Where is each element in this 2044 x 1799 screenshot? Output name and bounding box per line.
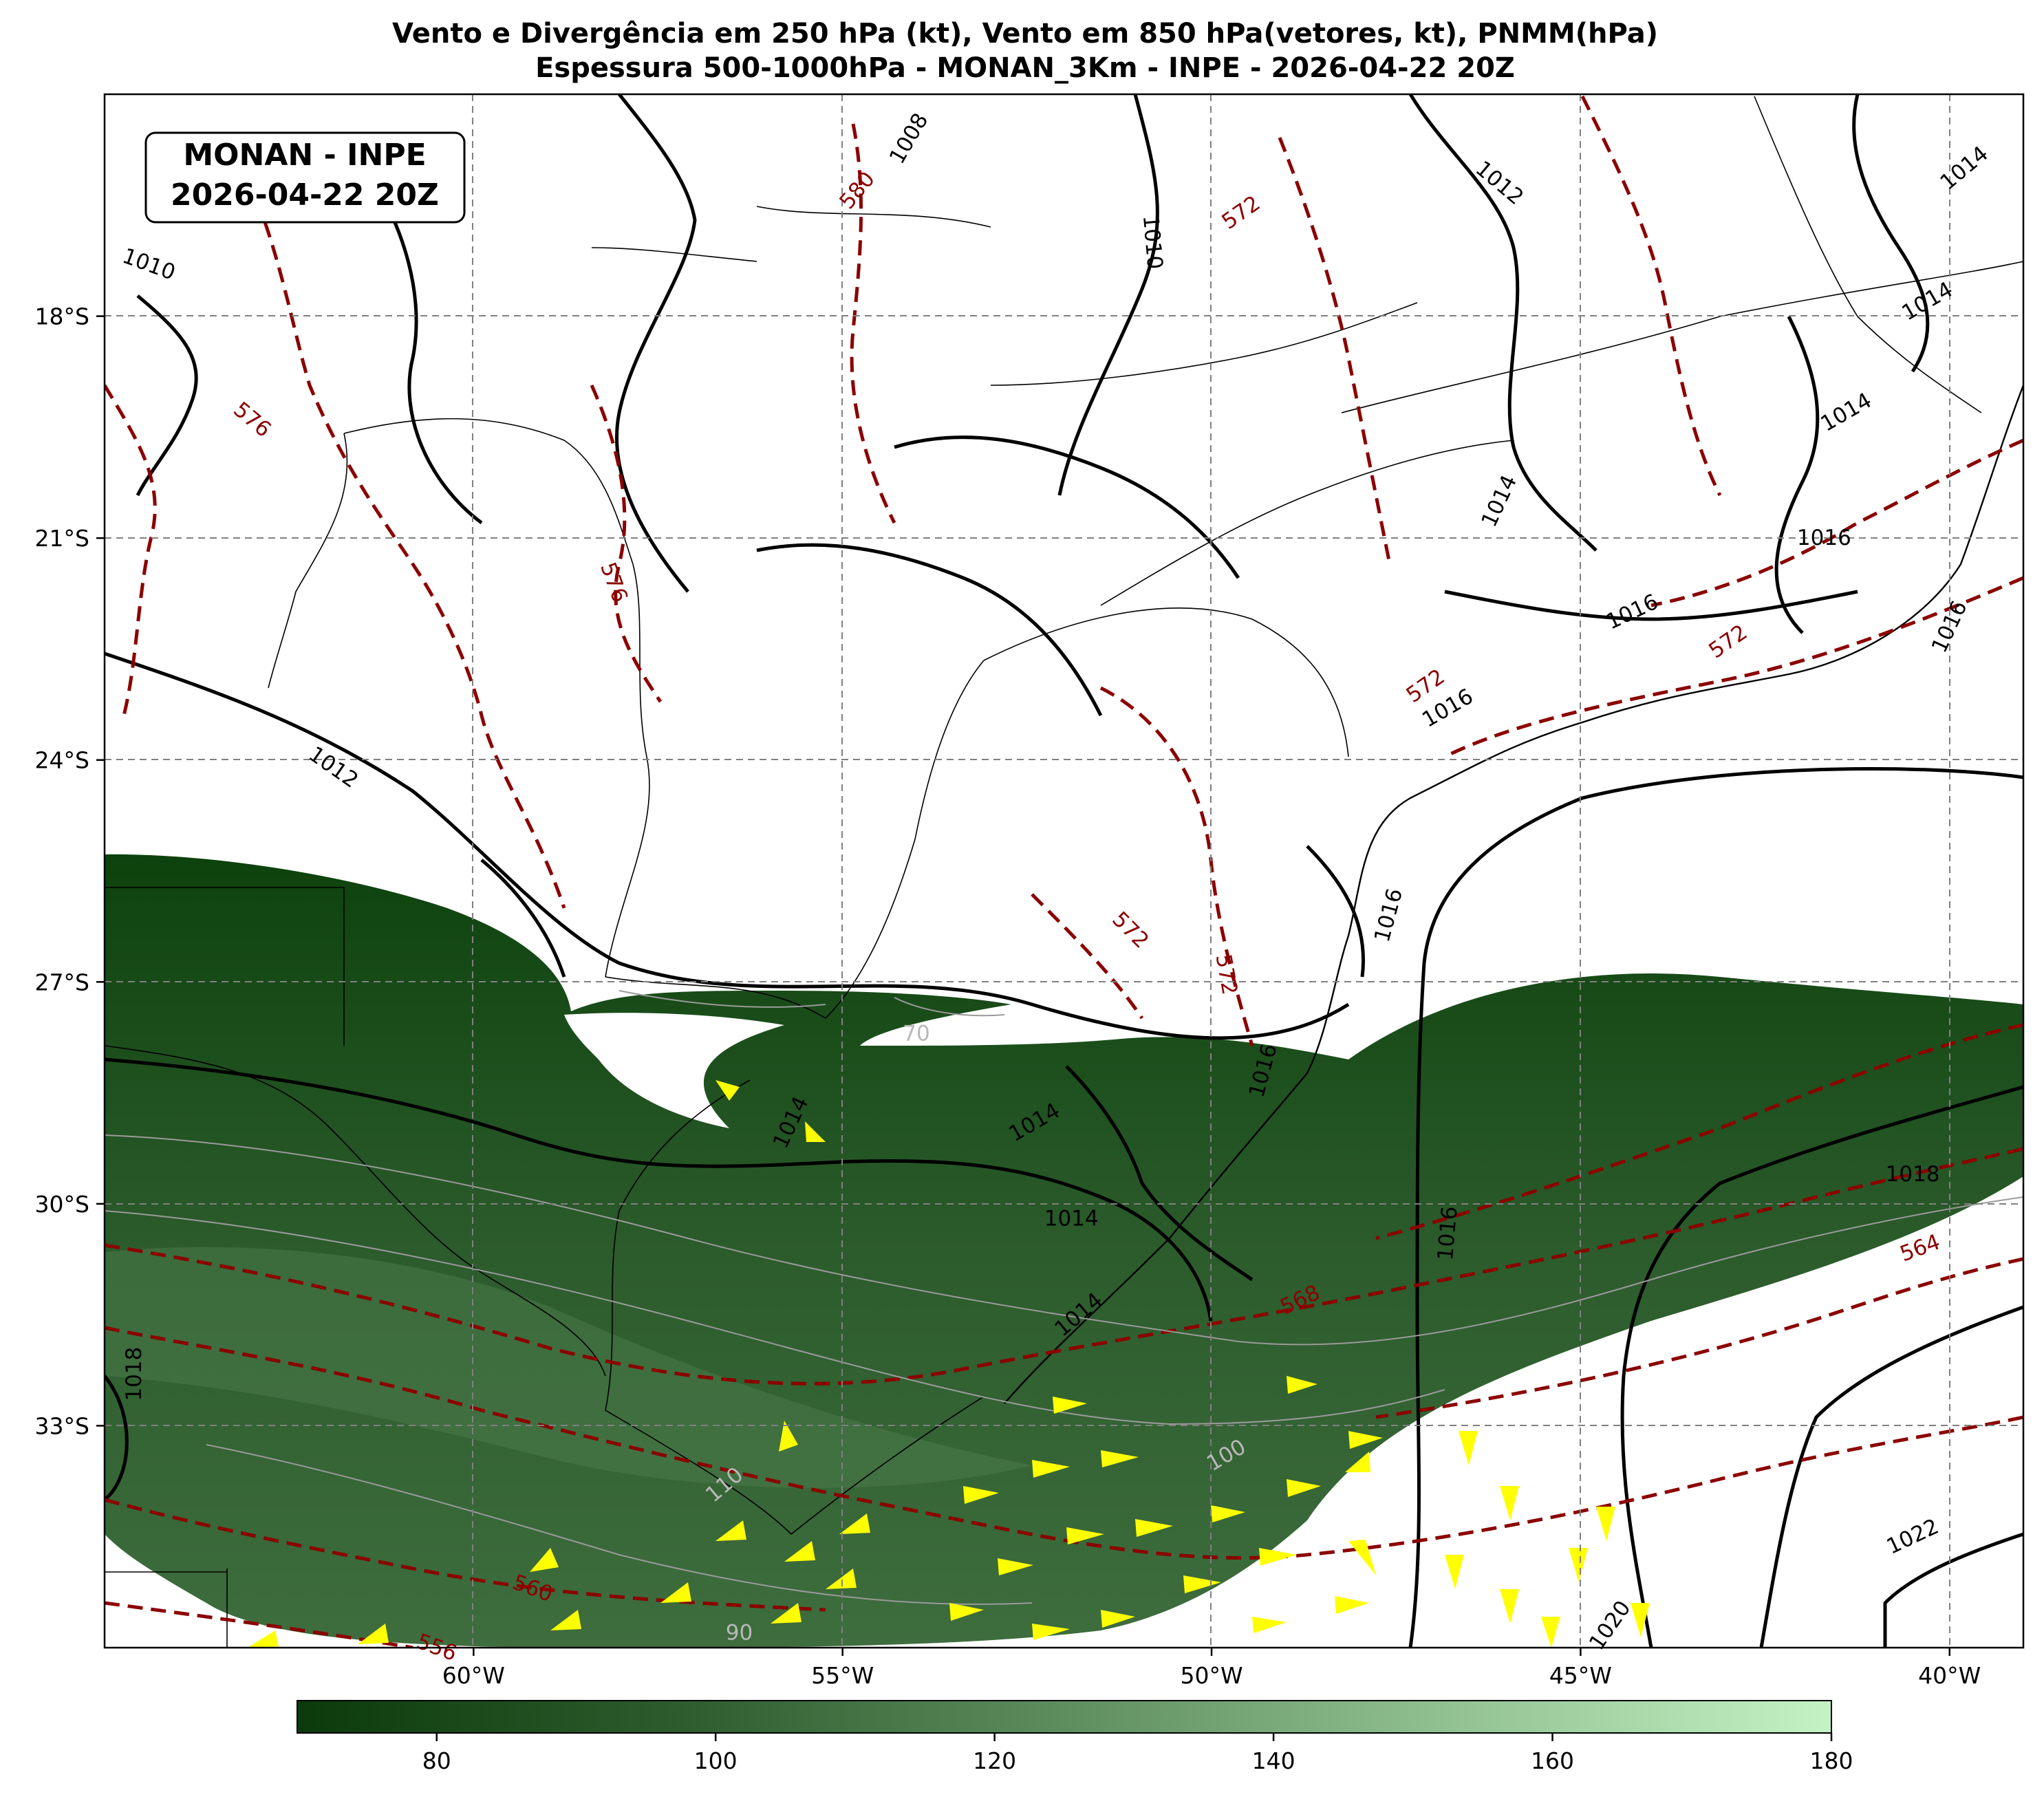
longitude-axis: 60°W 55°W 50°W 45°W 40°W — [442, 1648, 1981, 1689]
wind-speed-label-group: 70 — [903, 1022, 929, 1046]
wind-speed-label: 70 — [903, 1022, 929, 1046]
info-box: MONAN - INPE 2026-04-22 20Z — [144, 131, 466, 224]
y-tick-label: 27°S — [35, 969, 89, 995]
pressure-label-group: 1016 — [1797, 526, 1851, 550]
y-tick-label: 33°S — [35, 1412, 89, 1439]
x-tick-label: 40°W — [1918, 1662, 1981, 1689]
colorbar-tick-label: 80 — [422, 1747, 451, 1774]
figure-title-line2: Espessura 500-1000hPa - MONAN_3Km - INPE… — [535, 52, 1515, 84]
colorbar: 80 100 120 140 160 180 — [297, 1700, 1853, 1774]
figure-title-line1: Vento e Divergência em 250 hPa (kt), Ven… — [392, 18, 1658, 50]
x-tick-label: 60°W — [442, 1662, 505, 1689]
pressure-label-group: 1010 — [1138, 214, 1168, 270]
pressure-label: 1018 — [1886, 1162, 1940, 1187]
jet-stream-core — [105, 1247, 1032, 1488]
colorbar-scale — [297, 1700, 1832, 1734]
colorbar-tick-label: 180 — [1810, 1747, 1853, 1774]
y-tick-label: 18°S — [35, 303, 89, 330]
x-tick-label: 50°W — [1180, 1662, 1242, 1689]
info-box-line1: MONAN - INPE — [183, 138, 426, 173]
y-tick-label: 24°S — [35, 747, 89, 774]
pressure-label: 1010 — [1138, 214, 1168, 270]
pressure-label-group: 1016 — [1433, 1205, 1463, 1262]
wind-vectors-850hpa — [248, 1080, 1650, 1648]
y-tick-label: 30°S — [35, 1191, 89, 1218]
pressure-label-group: 1018 — [122, 1347, 147, 1401]
pressure-label-group: 1014 — [1044, 1206, 1099, 1231]
x-tick-label: 45°W — [1549, 1662, 1612, 1689]
colorbar-tick-label: 160 — [1531, 1747, 1574, 1774]
wind-speed-contours — [105, 990, 2023, 1605]
colorbar-tick-label: 140 — [1252, 1747, 1295, 1774]
colorbar-ticks: 80 100 120 140 160 180 — [422, 1733, 1853, 1774]
colorbar-tick-label: 120 — [973, 1747, 1016, 1774]
wind-speed-label-group: 90 — [726, 1620, 753, 1645]
latitude-axis: 18°S 21°S 24°S 27°S 30°S 33°S — [35, 303, 105, 1439]
map-gridlines — [105, 94, 2023, 1648]
x-tick-label: 55°W — [811, 1662, 874, 1689]
pressure-label: 1016 — [1433, 1205, 1463, 1262]
jet-stream-shading — [105, 854, 2023, 1648]
colorbar-tick-label: 100 — [694, 1747, 738, 1774]
jet-gap-region — [564, 1013, 784, 1128]
info-box-line2: 2026-04-22 20Z — [171, 177, 439, 213]
y-tick-label: 21°S — [35, 525, 89, 552]
wind-speed-label: 90 — [726, 1620, 753, 1645]
info-box-frame — [144, 131, 466, 224]
coastline — [1004, 385, 2023, 1404]
pressure-isobars — [105, 94, 2023, 1648]
pressure-label: 1014 — [1044, 1206, 1099, 1231]
pressure-label: 1018 — [122, 1347, 147, 1401]
pressure-label: 1016 — [1797, 526, 1851, 550]
pressure-label-group: 1018 — [1886, 1162, 1940, 1187]
map-frame — [103, 93, 2025, 1649]
